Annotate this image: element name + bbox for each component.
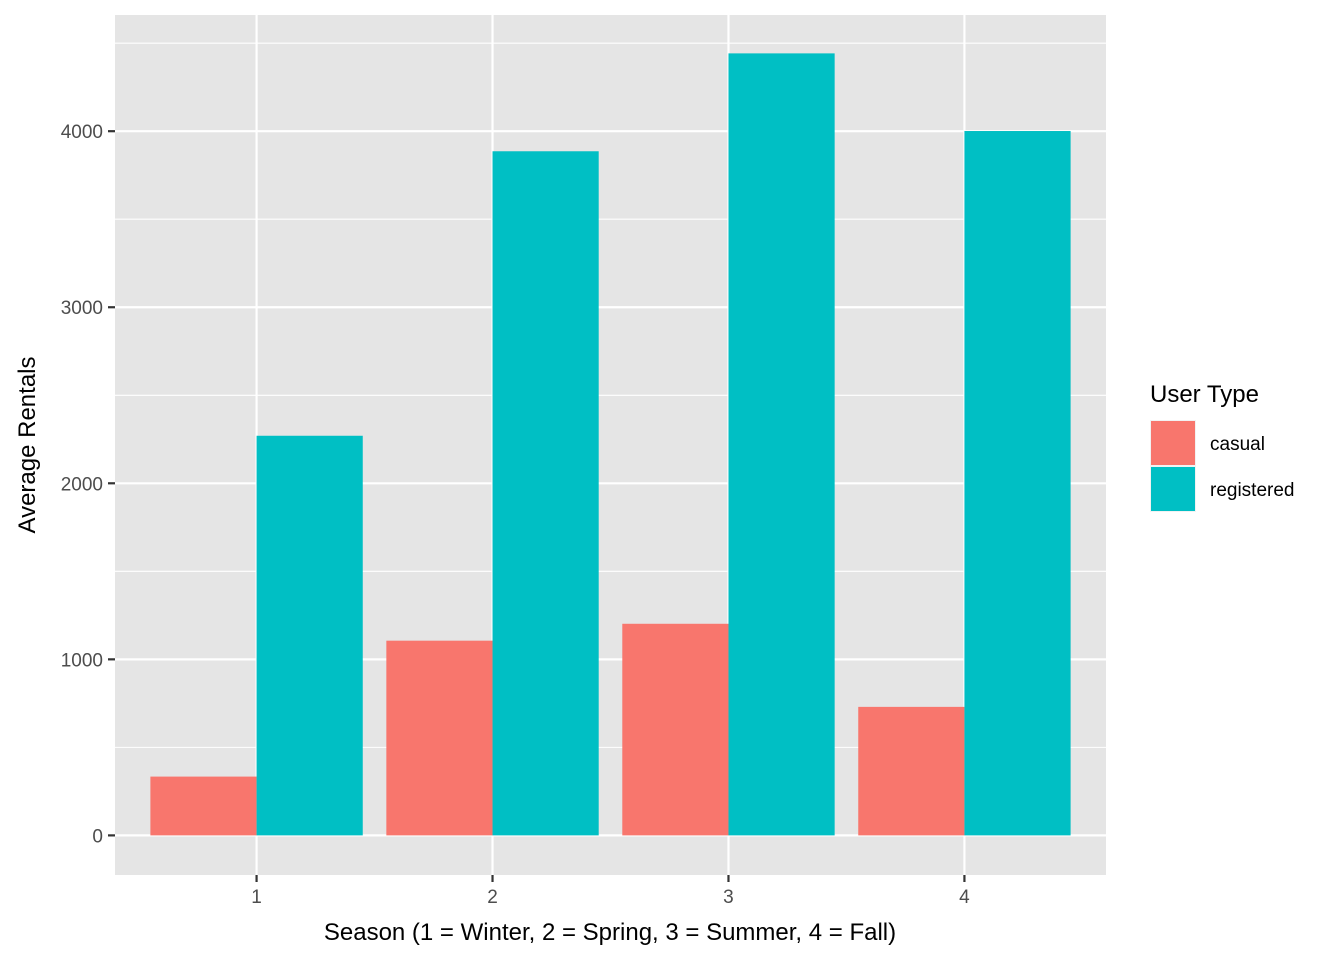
x-tick-label: 2: [487, 887, 498, 908]
bars: [150, 53, 1071, 836]
legend-label-casual: casual: [1210, 434, 1265, 455]
bar-registered-1: [256, 435, 363, 836]
y-tick-label: 0: [92, 826, 103, 847]
legend-items: casual registered: [1150, 420, 1295, 512]
y-axis-title: Average Rentals: [14, 357, 41, 534]
x-tick-label: 4: [959, 887, 970, 908]
bar-casual-4: [858, 706, 965, 836]
x-axis-title: Season (1 = Winter, 2 = Spring, 3 = Summ…: [324, 919, 896, 946]
legend: User Type casual registered: [1150, 381, 1295, 512]
x-axis: 1 2 3 4: [251, 875, 970, 908]
y-tick-label: 3000: [61, 298, 103, 319]
y-tick-label: 4000: [61, 122, 103, 143]
bar-registered-2: [492, 151, 599, 836]
bar-casual-2: [386, 640, 493, 836]
legend-label-registered: registered: [1210, 480, 1295, 501]
bar-casual-3: [622, 623, 729, 836]
legend-key-registered: [1151, 467, 1195, 511]
y-tick-label: 2000: [61, 474, 103, 495]
legend-title: User Type: [1150, 381, 1259, 408]
x-tick-label: 1: [251, 887, 262, 908]
x-tick-label: 3: [723, 887, 734, 908]
y-axis: 0 1000 2000 3000 4000: [61, 122, 115, 847]
bar-registered-4: [964, 131, 1071, 836]
bar-registered-3: [728, 53, 835, 836]
legend-key-casual: [1151, 421, 1195, 465]
bar-casual-1: [150, 776, 257, 836]
y-tick-label: 1000: [61, 650, 103, 671]
